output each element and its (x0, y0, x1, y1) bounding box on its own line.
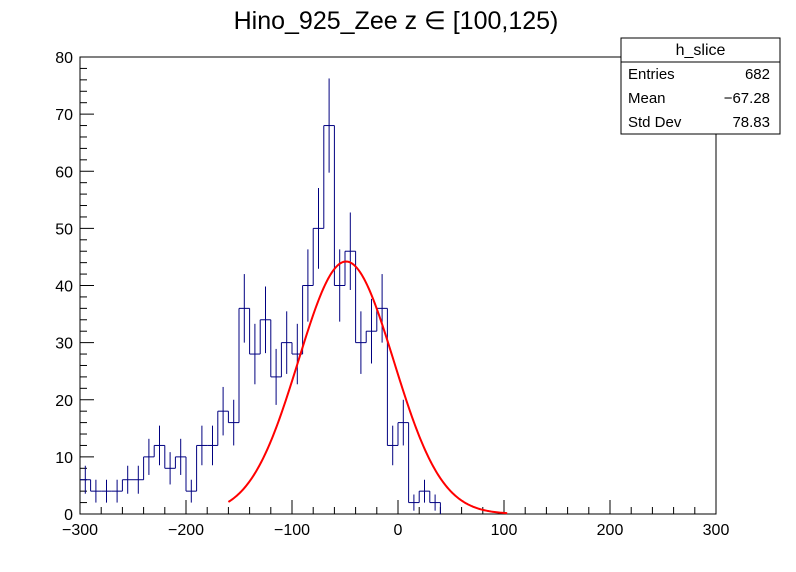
y-tick-label: 70 (55, 107, 73, 124)
x-tick-label: 200 (597, 522, 624, 539)
y-tick-label: 60 (55, 164, 73, 181)
y-tick-label: 10 (55, 450, 73, 467)
x-tick-label: 100 (491, 522, 518, 539)
y-tick-label: 50 (55, 221, 73, 238)
stats-row-label: Entries (628, 66, 675, 83)
stats-row-value: 682 (745, 66, 770, 83)
y-tick-label: 80 (55, 50, 73, 67)
plot-area: −300 −200 −100 0 100 200 300 0 10 20 30 40 50 60 70 80 (55, 50, 729, 539)
chart-title: Hino_925_Zee z ∈ [100,125) (234, 7, 559, 35)
stats-box-title: h_slice (676, 42, 726, 59)
stats-box-frame (620, 37, 781, 135)
x-tick-label: −200 (168, 522, 204, 539)
y-tick-label: 20 (55, 393, 73, 410)
y-tick-label: 0 (64, 507, 73, 524)
x-tick-label: −100 (274, 522, 310, 539)
stats-row-value: 78.83 (732, 114, 770, 131)
y-tick-label: 30 (55, 336, 73, 353)
y-tick-label: 40 (55, 279, 73, 296)
stats-row-label: Mean (628, 90, 666, 107)
fit-curve (227, 260, 508, 515)
x-tick-label: 300 (703, 522, 730, 539)
x-tick-label: −300 (62, 522, 98, 539)
stats-row-value: −67.28 (724, 90, 770, 107)
x-tick-label: 0 (394, 522, 403, 539)
stats-row-label: Std Dev (628, 114, 682, 131)
